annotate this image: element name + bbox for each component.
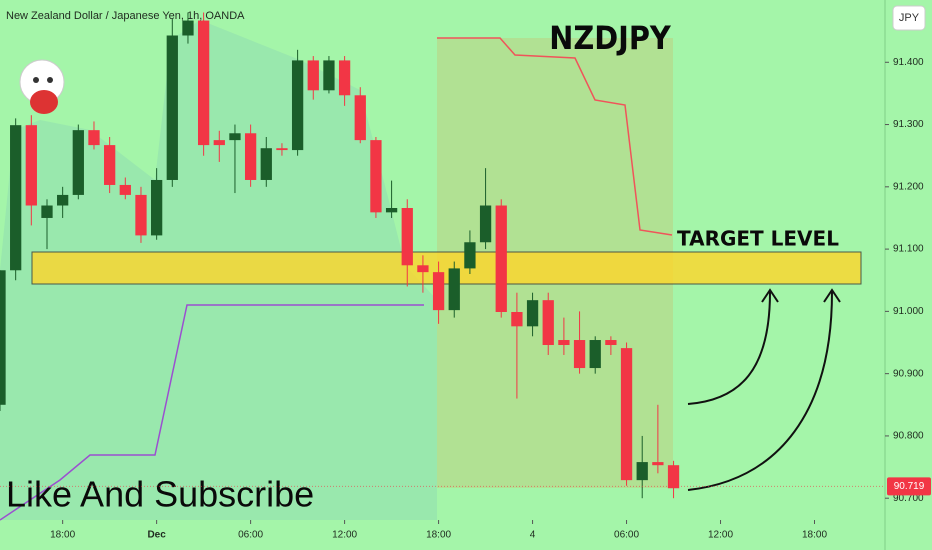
x-tick-label: 18:00	[50, 530, 75, 541]
last-price-box	[887, 477, 931, 496]
candle-body	[526, 300, 539, 327]
candle-body	[197, 20, 210, 146]
x-tick-label: 4	[530, 530, 536, 541]
candle-body	[385, 208, 398, 213]
candle-body	[479, 205, 492, 243]
candle-body	[511, 312, 523, 327]
y-tick-label: 91.300	[893, 119, 924, 130]
candle-body	[213, 140, 225, 146]
candle-body	[338, 60, 351, 96]
x-tick-label: 12:00	[708, 530, 733, 541]
candle-body	[229, 133, 241, 141]
annotation: TARGET LEVEL	[677, 227, 839, 251]
candle-body	[0, 270, 6, 405]
currency-label: JPY	[899, 12, 920, 24]
arrow-head	[823, 288, 841, 303]
currency-box	[892, 5, 926, 31]
candle-body	[667, 465, 680, 489]
candle-body	[605, 340, 617, 346]
target-zone	[31, 251, 862, 285]
y-tick-label: 91.100	[893, 244, 924, 255]
candle-body	[652, 462, 664, 466]
candle-body	[57, 194, 69, 206]
x-tick-label: 06:00	[238, 530, 263, 541]
last-price-label: 90.719	[894, 481, 925, 492]
candle-body	[542, 300, 554, 346]
y-tick-label: 91.200	[893, 181, 924, 192]
x-tick-label: 18:00	[426, 530, 451, 541]
arrow-curve	[687, 291, 833, 491]
x-tick-label: 06:00	[614, 530, 639, 541]
candle-body	[323, 60, 335, 91]
candle-body	[25, 125, 37, 206]
candle-body	[573, 340, 586, 369]
upper-line	[437, 37, 673, 236]
candle-body	[10, 125, 22, 271]
candle-body	[620, 348, 633, 481]
candle-body	[370, 140, 382, 213]
annotation: Like And Subscribe	[6, 474, 314, 515]
candle-body	[260, 148, 272, 180]
y-tick-label: 91.000	[893, 306, 924, 317]
subtitle: New Zealand Dollar / Japanese Yen, 1h, O…	[6, 10, 245, 22]
x-tick-label: 18:00	[802, 530, 827, 541]
candle-body	[558, 340, 570, 346]
candle-body	[354, 95, 366, 141]
x-tick-label: 12:00	[332, 530, 357, 541]
chart-title: NZDJPY	[549, 19, 672, 57]
candle-body	[448, 268, 460, 311]
candle-body	[307, 60, 319, 91]
candle-body	[432, 272, 445, 311]
candle-body	[150, 179, 163, 236]
y-tick-label: 91.400	[893, 57, 924, 68]
candle-body	[119, 184, 131, 195]
candle-body	[135, 194, 147, 236]
candle-body	[495, 205, 507, 312]
plot	[0, 12, 680, 499]
candle-body	[276, 148, 288, 151]
candle-body	[88, 130, 100, 146]
candle-body	[182, 20, 194, 36]
candle-body	[244, 133, 257, 180]
arrow-head	[761, 288, 779, 303]
arrow-curve	[687, 291, 771, 405]
candle-body	[104, 145, 116, 185]
candle-body	[41, 205, 53, 218]
candle-body	[72, 130, 84, 195]
candle-body	[589, 340, 601, 369]
lower-line	[0, 304, 424, 521]
candle-body	[464, 242, 476, 269]
candle-body	[291, 60, 304, 151]
y-tick-label: 90.700	[893, 493, 924, 504]
candle-body	[401, 208, 413, 266]
x-tick-label: Dec	[147, 530, 166, 541]
candle-body	[636, 462, 648, 481]
candle-body	[166, 35, 178, 180]
candle-body	[417, 265, 429, 273]
y-tick-label: 90.900	[893, 368, 924, 379]
y-tick-label: 90.800	[893, 431, 924, 442]
mascot	[19, 59, 65, 114]
